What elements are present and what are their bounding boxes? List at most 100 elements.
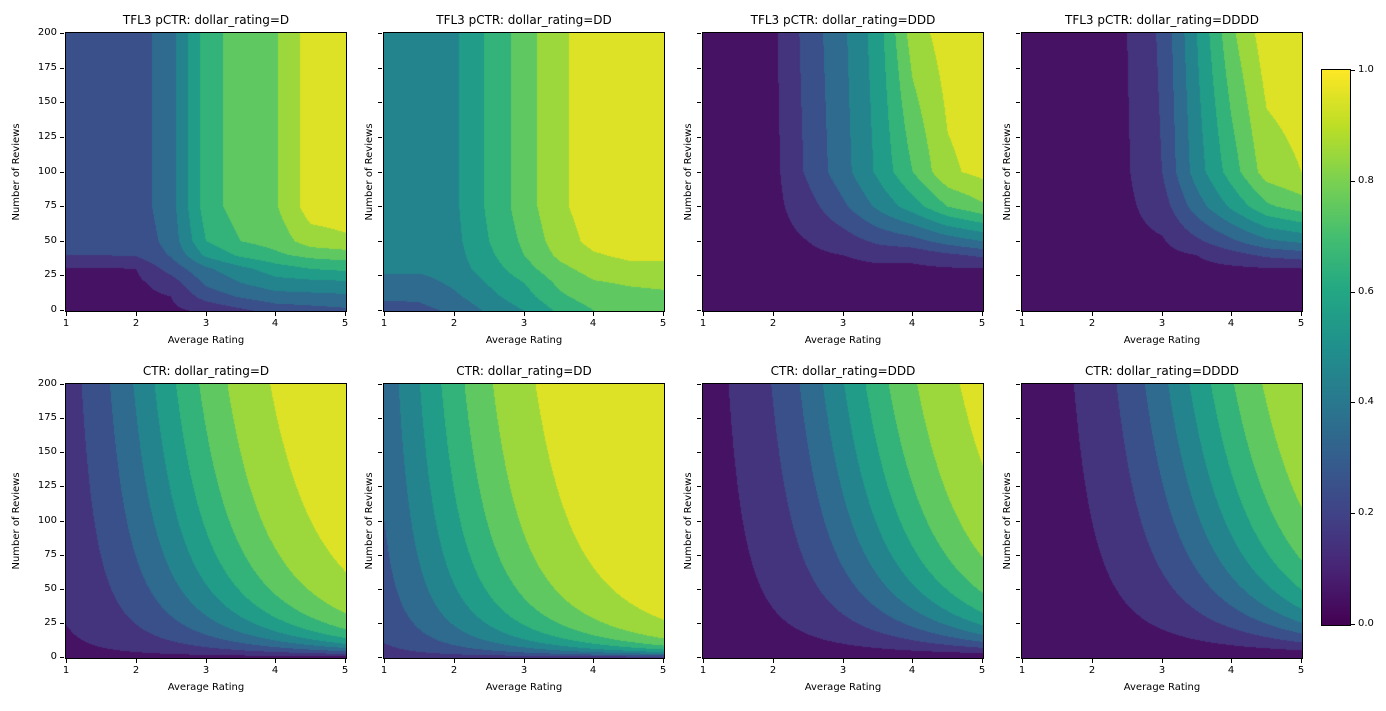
y-tick [697,589,701,590]
colorbar-tick-label: 0.2 [1358,507,1374,518]
plot-area-tfl3-ddd [702,32,984,312]
x-tick-label: 1 [1018,665,1026,676]
y-tick [60,521,64,522]
y-tick-label: 125 [37,131,57,142]
x-tick [454,659,455,663]
y-tick [60,384,64,385]
y-tick-label: 125 [37,480,57,491]
contour-canvas-tfl3-d [66,33,346,311]
x-tick [1162,312,1163,316]
y-tick [1016,33,1020,34]
x-tick-label: 4 [589,665,597,676]
y-tick [60,452,64,453]
plot-area-tfl3-dd [383,32,665,312]
y-tick-label: 25 [44,617,57,628]
y-tick [1016,206,1020,207]
x-tick [275,659,276,663]
x-tick-label: 3 [520,318,528,329]
x-tick-label: 1 [62,665,70,676]
y-tick-label: 175 [37,62,57,73]
x-tick-label: 3 [202,318,210,329]
y-tick [1016,241,1020,242]
x-tick [136,659,137,663]
x-axis-label-tfl3-dd: Average Rating [485,335,563,346]
contour-canvas-ctr-ddd [703,384,983,658]
y-tick [378,310,382,311]
x-tick [663,312,664,316]
x-tick-label: 4 [271,665,279,676]
y-tick-label: 150 [37,96,57,107]
y-tick [378,418,382,419]
x-tick [593,312,594,316]
y-tick [60,589,64,590]
y-tick [378,137,382,138]
x-tick-label: 1 [1018,318,1026,329]
subplot-title-tfl3-dd: TFL3 pCTR: dollar_rating=DD [436,13,612,27]
x-tick [912,659,913,663]
y-tick [60,241,64,242]
x-tick-label: 1 [380,318,388,329]
y-tick [378,172,382,173]
contour-canvas-tfl3-dd [384,33,664,311]
x-tick-label: 4 [1227,665,1235,676]
y-tick [697,137,701,138]
y-tick-label: 25 [44,269,57,280]
y-tick [60,275,64,276]
y-tick [60,68,64,69]
x-tick [66,659,67,663]
plot-area-tfl3-d [65,32,347,312]
y-tick [697,418,701,419]
x-tick [206,312,207,316]
x-tick [982,659,983,663]
y-tick-label: 175 [37,412,57,423]
y-tick [60,555,64,556]
x-tick [982,312,983,316]
y-axis-label-tfl3-dd: Number of Reviews [364,123,375,221]
y-tick [697,172,701,173]
plot-area-tfl3-dddd [1021,32,1303,312]
subplot-title-ctr-ddd: CTR: dollar_rating=DDD [770,364,916,378]
y-tick [60,102,64,103]
y-axis-label-ctr-d: Number of Reviews [11,472,22,570]
x-tick-label: 4 [1227,318,1235,329]
y-tick [697,657,701,658]
y-tick [60,172,64,173]
x-tick [1022,312,1023,316]
y-tick [378,657,382,658]
y-tick-label: 200 [37,27,57,38]
y-tick-label: 0 [50,304,57,315]
y-tick [1016,657,1020,658]
y-tick [378,384,382,385]
y-tick [378,275,382,276]
y-tick [378,589,382,590]
y-tick [378,521,382,522]
x-tick-label: 5 [1297,318,1305,329]
x-tick [206,659,207,663]
x-tick [1301,312,1302,316]
y-axis-label-ctr-dd: Number of Reviews [364,472,375,570]
x-tick-label: 2 [769,665,777,676]
y-tick-label: 100 [37,166,57,177]
colorbar-tick-label: 0.6 [1358,286,1374,297]
x-tick-label: 1 [699,318,707,329]
plot-area-ctr-d [65,383,347,659]
x-tick [345,659,346,663]
y-tick [60,33,64,34]
x-tick-label: 3 [1158,665,1166,676]
colorbar-tick-label: 0.4 [1358,396,1374,407]
y-tick-label: 75 [44,549,57,560]
y-axis-label-tfl3-ddd: Number of Reviews [683,123,694,221]
x-tick-label: 1 [699,665,707,676]
plot-area-ctr-ddd [702,383,984,659]
y-tick [1016,521,1020,522]
colorbar-tick [1351,292,1355,293]
x-tick-label: 3 [202,665,210,676]
x-tick-label: 5 [341,665,349,676]
x-tick-label: 1 [380,665,388,676]
x-tick [843,312,844,316]
x-tick-label: 2 [1088,665,1096,676]
contour-canvas-tfl3-ddd [703,33,983,311]
y-tick [60,418,64,419]
x-tick-label: 5 [341,318,349,329]
x-tick [703,312,704,316]
